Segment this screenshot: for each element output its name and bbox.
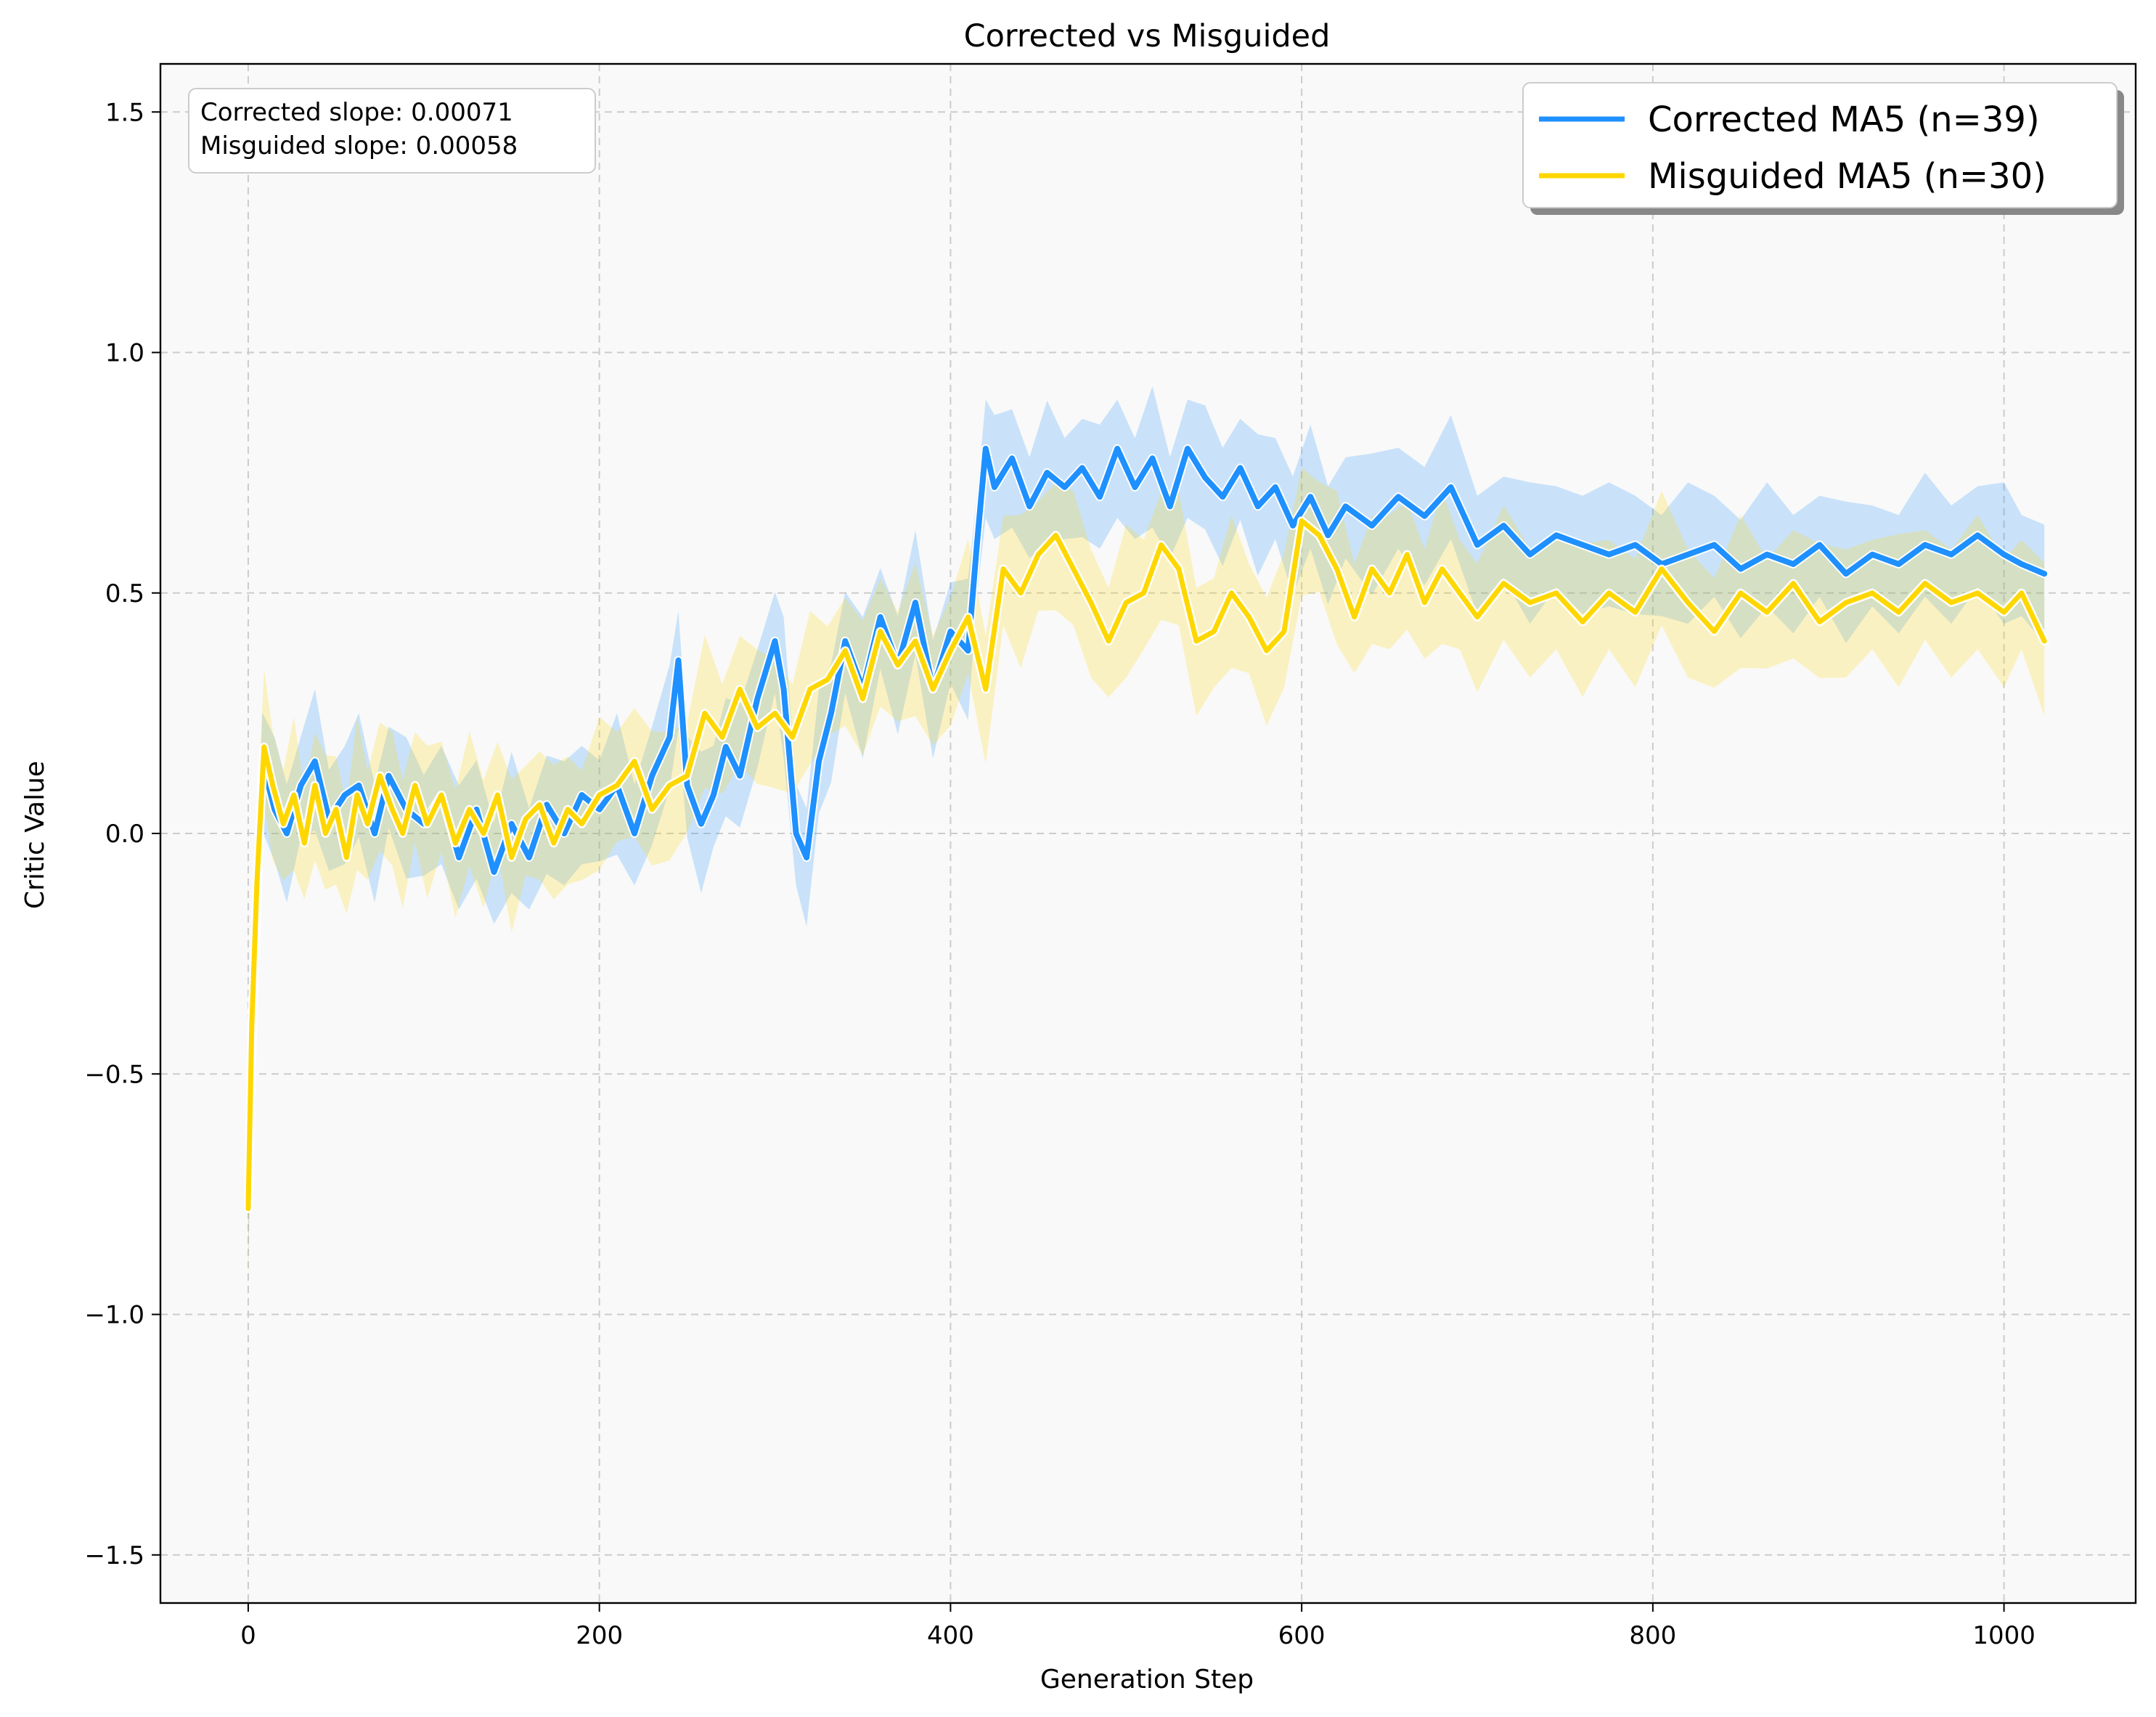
y-tick-label: 1.0 <box>105 339 144 368</box>
y-tick-label: 0.0 <box>105 820 144 849</box>
series-lines <box>243 444 2049 1213</box>
axis-ticks: 0 200 400 600 800 1000 −1.5 −1.0 −0.5 0.0 0.5 1.0 1.… <box>84 98 2035 1650</box>
chart-title: Corrected vs Misguided <box>964 18 1331 54</box>
y-axis-title: Critic Value <box>20 761 50 909</box>
legend-box <box>1522 82 2118 208</box>
x-tick-label: 400 <box>927 1621 974 1650</box>
legend-label-misguided: Misguided MA5 (n=30) <box>1648 156 2046 197</box>
x-tick-label: 600 <box>1278 1621 1326 1650</box>
y-tick-label: 1.5 <box>105 98 144 127</box>
series-band-1 <box>248 468 2045 1284</box>
legend: Corrected MA5 (n=39) Misguided MA5 (n=30… <box>1522 82 2124 215</box>
corrected-slope-text: Corrected slope: 0.00071 <box>200 98 513 127</box>
x-tick-label: 0 <box>240 1621 256 1650</box>
x-axis-title: Generation Step <box>1040 1665 1254 1694</box>
x-tick-label: 1000 <box>1972 1621 2035 1650</box>
slope-annotation-box: Corrected slope: 0.00071 Misguided slope… <box>188 88 596 174</box>
series-line-1 <box>245 518 2047 1212</box>
y-tick-label: −1.5 <box>84 1541 144 1570</box>
misguided-slope-text: Misguided slope: 0.00058 <box>200 131 518 160</box>
x-tick-label: 200 <box>576 1621 623 1650</box>
y-tick-label: −1.0 <box>84 1301 144 1330</box>
x-tick-label: 800 <box>1629 1621 1676 1650</box>
y-tick-label: 0.5 <box>105 579 144 608</box>
legend-label-corrected: Corrected MA5 (n=39) <box>1648 99 2040 140</box>
y-tick-label: −0.5 <box>84 1060 144 1089</box>
